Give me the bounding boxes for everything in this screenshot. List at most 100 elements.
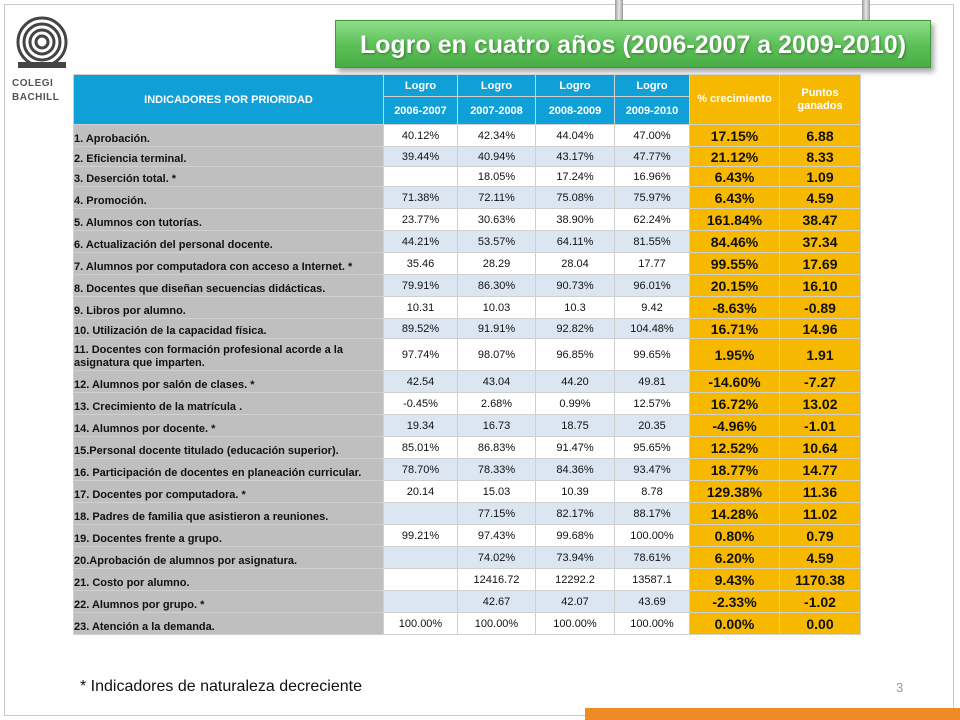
indicator-name: 16. Participación de docentes en planeac… [73,458,384,481]
logro-value-3: 42.07 [535,590,615,613]
logro-value-2: 53.57% [457,230,536,253]
logro-value-4: 88.17% [614,502,690,525]
logro-value-1: 19.34 [383,414,458,437]
logro-value-1 [383,502,458,525]
logro-value-4: 47.77% [614,146,690,167]
logro-value-4: 13587.1 [614,568,690,591]
points-gained-value: 10.64 [779,436,861,459]
table-row: 2. Eficiencia terminal. 39.44% 40.94% 43.17… [73,146,861,167]
table-row: 11. Docentes con formación profesional a… [73,338,861,371]
logro-value-4: 100.00% [614,612,690,635]
pct-growth-value: 16.71% [689,318,780,339]
logro-value-2: 43.04 [457,370,536,393]
points-gained-value: 38.47 [779,208,861,231]
logro-value-4: 8.78 [614,480,690,503]
banner-pole-left [615,0,623,20]
logro-value-2: 74.02% [457,546,536,569]
indicator-name: 3. Deserción total. * [73,166,384,187]
logro-value-2: 10.03 [457,296,536,319]
accent-bar [585,708,960,720]
indicators-table: INDICADORES POR PRIORIDAD Logro Logro Lo… [73,74,861,635]
pct-growth-value: 84.46% [689,230,780,253]
table-row: 4. Promoción. 71.38% 72.11% 75.08% 75.97% 6.4… [73,186,861,209]
table-row: 14. Alumnos por docente. * 19.34 16.73 18.7… [73,414,861,437]
points-gained-value: 16.10 [779,274,861,297]
table-row: 13. Crecimiento de la matrícula . -0.45% 2… [73,392,861,415]
pct-growth-value: 0.80% [689,524,780,547]
points-gained-value: 8.33 [779,146,861,167]
table-row: 1. Aprobación. 40.12% 42.34% 44.04% 47.00% 17… [73,124,861,147]
logro-value-2: 98.07% [457,338,536,371]
header-indicators: INDICADORES POR PRIORIDAD [73,74,384,125]
logro-value-3: 100.00% [535,612,615,635]
banner-pole-right [862,0,870,20]
logro-value-4: 16.96% [614,166,690,187]
logro-value-3: 10.39 [535,480,615,503]
logro-value-4: 93.47% [614,458,690,481]
logro-value-2: 18.05% [457,166,536,187]
logro-value-3: 84.36% [535,458,615,481]
table-row: 5. Alumnos con tutorías. 23.77% 30.63% 38.9… [73,208,861,231]
points-gained-value: -0.89 [779,296,861,319]
table-row: 7. Alumnos por computadora con acceso a … [73,252,861,275]
logro-value-4: 95.65% [614,436,690,459]
logro-value-4: 96.01% [614,274,690,297]
header-year-2: 2007-2008 [457,96,536,125]
header-logro-2: Logro [457,74,536,97]
table-row: 8. Docentes que diseñan secuencias didác… [73,274,861,297]
header-year-3: 2008-2009 [535,96,615,125]
logro-value-2: 12416.72 [457,568,536,591]
table-row: 21. Costo por alumno. 12416.72 12292.2 1358… [73,568,861,591]
indicator-name: 6. Actualización del personal docente. [73,230,384,253]
table-row: 23. Atención a la demanda. 100.00% 100.00%… [73,612,861,635]
indicator-name: 21. Costo por alumno. [73,568,384,591]
points-gained-value: 4.59 [779,186,861,209]
logro-value-2: 42.34% [457,124,536,147]
points-gained-value: 11.36 [779,480,861,503]
table-row: 9. Libros por alumno. 10.31 10.03 10.3 9.42-… [73,296,861,319]
logo-text-line1: COLEGI [12,78,54,89]
footnote: * Indicadores de naturaleza decreciente [80,678,362,695]
logro-value-4: 47.00% [614,124,690,147]
logro-value-4: 12.57% [614,392,690,415]
logro-value-2: 78.33% [457,458,536,481]
logro-value-2: 16.73 [457,414,536,437]
pct-growth-value: 6.43% [689,186,780,209]
logro-value-1: 40.12% [383,124,458,147]
institution-logo: COLEGI BACHILL [12,14,72,104]
logro-value-4: 81.55% [614,230,690,253]
pct-growth-value: 6.20% [689,546,780,569]
pct-growth-value: 17.15% [689,124,780,147]
logro-value-1: 20.14 [383,480,458,503]
indicator-name: 10. Utilización de la capacidad física. [73,318,384,339]
logro-value-3: 43.17% [535,146,615,167]
table-row: 16. Participación de docentes en planeac… [73,458,861,481]
indicator-name: 14. Alumnos por docente. * [73,414,384,437]
slide-frame [4,4,954,716]
pct-growth-value: 161.84% [689,208,780,231]
logro-value-2: 28.29 [457,252,536,275]
logro-value-1: 71.38% [383,186,458,209]
pct-growth-value: 9.43% [689,568,780,591]
logro-value-3: 96.85% [535,338,615,371]
table-row: 3. Deserción total. * 18.05% 17.24% 16.96% 6… [73,166,861,187]
pct-growth-value: 14.28% [689,502,780,525]
indicator-name: 22. Alumnos por grupo. * [73,590,384,613]
logro-value-1: 89.52% [383,318,458,339]
indicator-name: 15.Personal docente titulado (educación … [73,436,384,459]
logro-value-3: 90.73% [535,274,615,297]
points-gained-value: 17.69 [779,252,861,275]
table-row: 17. Docentes por computadora. * 20.14 15.0… [73,480,861,503]
logro-value-1: 85.01% [383,436,458,459]
indicator-name: 2. Eficiencia terminal. [73,146,384,167]
logro-value-3: 28.04 [535,252,615,275]
points-gained-value: 1.91 [779,338,861,371]
logro-value-3: 0.99% [535,392,615,415]
logro-value-4: 9.42 [614,296,690,319]
logro-value-4: 20.35 [614,414,690,437]
table-row: 18. Padres de familia que asistieron a r… [73,502,861,525]
logro-value-1: 100.00% [383,612,458,635]
logro-value-1: 44.21% [383,230,458,253]
logro-value-2: 72.11% [457,186,536,209]
pct-growth-value: -8.63% [689,296,780,319]
